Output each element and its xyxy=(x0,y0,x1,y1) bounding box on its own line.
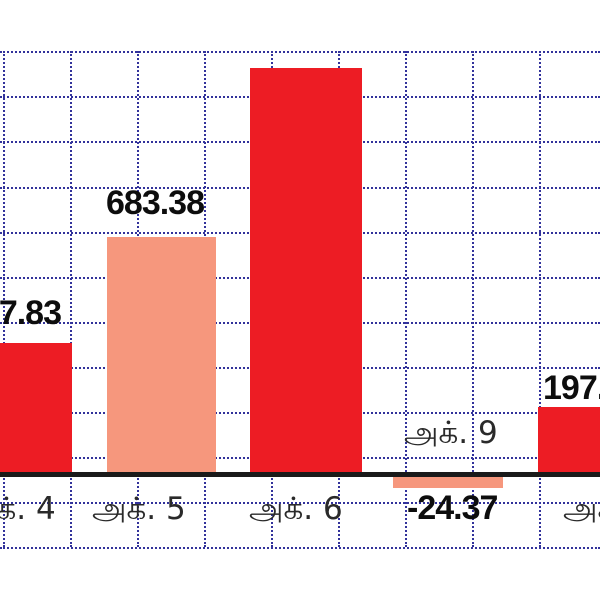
category-label-oct-10: அக். xyxy=(563,491,600,527)
bar-oct-6 xyxy=(250,68,362,475)
category-label-oct-6: அக். 6 xyxy=(249,491,343,527)
value-label-oct-4: 387.83 xyxy=(0,294,62,332)
category-label-oct-5: அக். 5 xyxy=(92,491,186,527)
value-label-oct-9: -24.37 xyxy=(407,489,498,527)
category-label-oct-4: அக். 4 xyxy=(0,491,56,527)
bar-oct-9-negative xyxy=(393,476,503,488)
category-label-oct-9: அக். 9 xyxy=(404,415,498,451)
zero-axis-line xyxy=(0,472,600,477)
grid-line-horizontal xyxy=(0,547,600,549)
grid-line-horizontal xyxy=(0,51,600,53)
bar-oct-5 xyxy=(107,237,216,475)
bar-oct-10 xyxy=(538,407,600,475)
bar-oct-4 xyxy=(0,343,72,475)
value-label-oct-10: 197.8 xyxy=(543,369,600,407)
value-label-oct-5: 683.38 xyxy=(106,184,205,222)
